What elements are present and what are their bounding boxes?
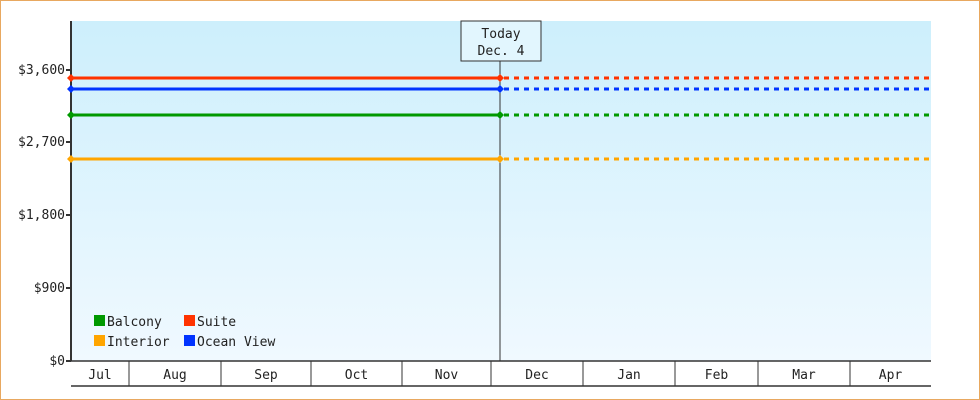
legend: Balcony Suite Interior Ocean View <box>94 315 275 350</box>
series-point <box>496 74 504 82</box>
series-point <box>496 155 504 163</box>
x-tick-label: Nov <box>435 368 459 383</box>
x-tick-label: Dec <box>525 368 548 383</box>
x-tick-label: Mar <box>792 368 816 383</box>
series-point <box>67 111 75 119</box>
legend-swatch <box>94 315 105 326</box>
x-tick-label: Apr <box>879 368 903 383</box>
x-tick-label: Jul <box>88 368 111 383</box>
x-tick-label: Sep <box>254 368 278 383</box>
legend-label: Suite <box>197 315 236 330</box>
x-tick-label: Aug <box>163 368 186 383</box>
x-tick-label: Feb <box>705 368 729 383</box>
legend-label: Ocean View <box>197 335 275 350</box>
y-tick-label: $2,700 <box>18 135 65 150</box>
y-tick-label: $3,600 <box>18 63 65 78</box>
legend-label: Balcony <box>107 315 162 330</box>
series-point <box>496 85 504 93</box>
today-label-box <box>460 20 542 62</box>
x-tick-label: Oct <box>345 368 368 383</box>
legend-swatch <box>184 315 195 326</box>
today-label: Today <box>481 27 520 42</box>
legend-label: Interior <box>107 335 170 350</box>
legend-swatch <box>94 335 105 346</box>
series-point <box>67 155 75 163</box>
x-tick-label: Jan <box>617 368 640 383</box>
series-point <box>67 85 75 93</box>
series-point <box>496 111 504 119</box>
y-tick-label: $1,800 <box>18 208 65 223</box>
series-lines <box>67 74 931 163</box>
x-axis: Jul Aug Sep Oct Nov Dec Jan Feb Mar Apr <box>71 360 931 387</box>
y-tick-label: $0 <box>49 354 65 369</box>
series-point <box>67 74 75 82</box>
today-marker: Today Dec. 4 <box>460 20 542 361</box>
y-tick-label: $900 <box>34 281 65 296</box>
y-axis: $0 $900 $1,800 $2,700 $3,600 <box>18 21 72 369</box>
plot-area <box>71 21 931 361</box>
today-date: Dec. 4 <box>478 44 525 59</box>
legend-swatch <box>184 335 195 346</box>
